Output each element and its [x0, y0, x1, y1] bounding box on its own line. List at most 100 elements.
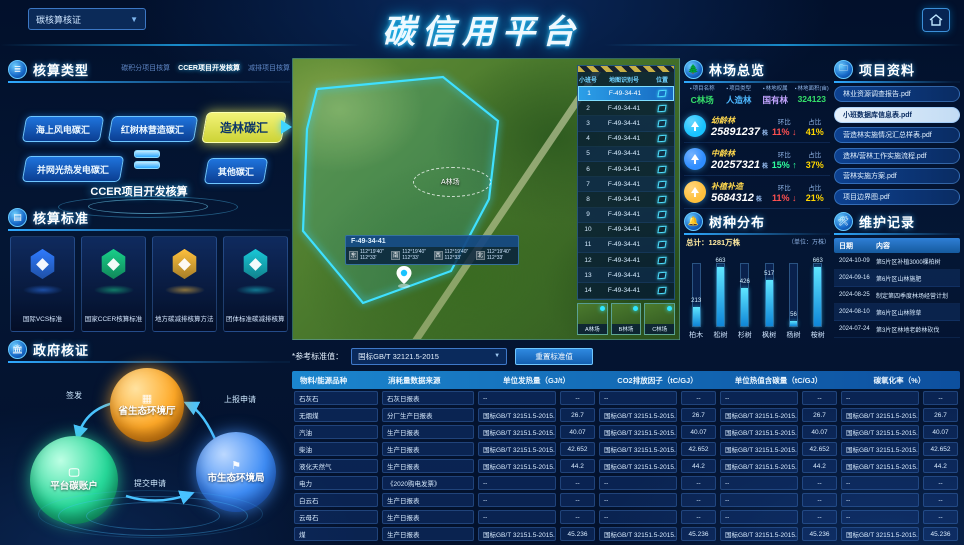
plot-row[interactable]: 14 F-49-34-41 [578, 283, 674, 299]
material-name: 石灰石 [294, 391, 378, 405]
type-button-2[interactable]: 造林碳汇 [201, 112, 287, 143]
standard-card-3[interactable]: 团体标准碳减排核算方法学 [223, 236, 288, 332]
plot-no: 12 [584, 256, 592, 264]
gov-verification-panel: 🏛 政府核证 签发 上报申请 提交申请 ▦ 省生态环境厅 🖵 平台碳账户 ⚑ 市… [8, 338, 290, 540]
standard-card-0[interactable]: 国际VCS标准 [10, 236, 75, 332]
flow-label-submit: 提交申请 [134, 479, 166, 488]
corner-coord-2: 112°33' [402, 255, 419, 262]
tab-accounting-2[interactable]: 减排项目核算 [248, 65, 290, 72]
standard-dropdown[interactable]: 国标GB/T 32151.5-2015...▼ [599, 425, 677, 439]
standard-dropdown[interactable]: 国标GB/T 32151.5-2015...▼ [478, 425, 556, 439]
emission-header-5: 碳氧化率（%） [873, 375, 926, 385]
tab-accounting-1[interactable]: CCER项目开发核算 [178, 65, 240, 72]
header-deco-line-right [604, 44, 964, 46]
tree-badge-icon [684, 181, 706, 203]
project-file-item[interactable]: 营造林实施情况汇总样表.pdf [834, 127, 960, 143]
tooltip-corner-0: 东 112°19'40" 112°33' [349, 249, 388, 262]
polygon-icon [657, 256, 667, 264]
standard-dropdown[interactable]: 国标GB/T 32151.5-2015...▼ [841, 442, 919, 456]
standard-dropdown[interactable]: 国标GB/T 32151.5-2015...▼ [720, 442, 798, 456]
plot-row[interactable]: 4 F-49-34-41 [578, 132, 674, 147]
standard-dropdown[interactable]: 国标GB/T 32151.5-2015...▼ [720, 527, 798, 541]
bar-category: 松树 [713, 332, 728, 339]
stat-value: 20257321 株 [711, 158, 768, 171]
plot-row[interactable]: 7 F-49-34-41 [578, 177, 674, 193]
card-glow [22, 285, 63, 295]
standard-dropdown[interactable]: 国标GB/T 32151.5-2015...▼ [841, 408, 919, 422]
arrow-right-icon[interactable] [281, 120, 292, 134]
table-controls: *参考标准值： 国标GB/T 32121.5-2015 ▼ 重置标准值 [292, 346, 960, 366]
maintenance-row: 2024-07-24 第3片区林地老龄林砍伐 [834, 321, 960, 338]
standard-dropdown[interactable]: 国标GB/T 32151.5-2015...▼ [720, 425, 798, 439]
standard-dropdown[interactable]: 国标GB/T 32151.5-2015...▼ [841, 527, 919, 541]
bar-column: 663 松树 [708, 250, 732, 340]
plot-row[interactable]: 13 F-49-34-41 [578, 268, 674, 284]
type-button-4[interactable]: 其他碳汇 [203, 158, 269, 184]
project-file-item[interactable]: 造林/营林工作实施流程.pdf [834, 147, 960, 164]
type-button-1[interactable]: 红树林营造碳汇 [107, 116, 199, 142]
standard-dropdown[interactable]: 国标GB/T 32151.5-2015...▼ [720, 459, 798, 473]
type-button-3[interactable]: 并网光热发电碳汇 [21, 156, 125, 182]
home-button[interactable] [922, 8, 950, 32]
plot-row[interactable]: 3 F-49-34-41 [578, 116, 674, 132]
farm-thumbnail-2[interactable]: C林场 [644, 303, 676, 335]
project-file-item[interactable]: 项目边界图.pdf [834, 188, 960, 205]
standard-card-2[interactable]: 地方碳减排核算方法学 [152, 236, 217, 332]
project-file-item[interactable]: 小班数据库信息表.pdf [834, 106, 960, 123]
standard-dropdown[interactable]: 国标GB/T 32151.5-2015...▼ [478, 459, 556, 473]
standard-dropdown[interactable]: 国标GB/T 32151.5-2015...▼ [841, 459, 919, 473]
maintenance-date: 2024-10-09 [839, 258, 870, 264]
plot-row[interactable]: 1 F-49-34-41 [578, 86, 674, 102]
standard-dropdown[interactable]: 国标GB/T 32151.5-2015...▼ [478, 442, 556, 456]
standard-dropdown-empty: -- [841, 391, 919, 405]
standard-card-1[interactable]: 国家CCER核算标准 [81, 236, 146, 332]
corner-direction: 西 [433, 250, 443, 260]
standard-dropdown[interactable]: 国标GB/T 32151.5-2015...▼ [478, 527, 556, 541]
material-name: 柴油 [294, 442, 378, 456]
standard-dropdown[interactable]: 国标GB/T 32151.5-2015...▼ [599, 459, 677, 473]
forest-overview-panel: 🌲 林场总览 项目名称 C林场项目类型人造林林地权属国有林林地面积(亩) 32412… [684, 58, 830, 210]
plot-row[interactable]: 10 F-49-34-41 [578, 223, 674, 238]
farm-thumbnail-0[interactable]: A林场 [577, 303, 608, 335]
area-dashed-ellipse [413, 167, 491, 197]
plot-row[interactable]: 9 F-49-34-41 [578, 207, 674, 223]
plot-row[interactable]: 6 F-49-34-41 [578, 162, 674, 178]
plot-code: F-49-34-41 [607, 135, 641, 143]
polygon-icon [657, 150, 667, 158]
plot-row[interactable]: 2 F-49-34-41 [578, 101, 674, 117]
tree-distribution-panel-icon: 🔔 [684, 211, 703, 231]
standard-dropdown[interactable]: 国标GB/T 32151.5-2015...▼ [720, 408, 798, 422]
farm-thumbnail-1[interactable]: B林场 [610, 303, 642, 335]
material-name: 汽油 [294, 425, 378, 439]
plot-row[interactable]: 12 F-49-34-41 [578, 253, 674, 269]
standard-dropdown[interactable]: 国标GB/T 32151.5-2015...▼ [478, 408, 556, 422]
project-file-item[interactable]: 营林实施方案.pdf [834, 168, 960, 184]
reset-standard-button[interactable]: 重置标准值 [515, 347, 594, 365]
tree-badge-icon [684, 148, 706, 170]
stat-name: 幼龄林 [711, 115, 735, 125]
plot-row[interactable]: 11 F-49-34-41 [578, 237, 674, 254]
standard-dropdown[interactable]: 国标GB/T 32151.5-2015...▼ [599, 442, 677, 456]
tab-accounting-0[interactable]: 碳积分项目核算 [121, 65, 171, 72]
project-file-item[interactable]: 林业资源调查报告.pdf [834, 86, 960, 102]
factor-value: 44.2 [681, 459, 716, 473]
standard-dropdown[interactable]: 国标GB/T 32151.5-2015...▼ [841, 425, 919, 439]
verification-mode-select[interactable]: 碳核算核证 ▼ [28, 8, 146, 30]
type-button-0[interactable]: 海上风电碳汇 [21, 116, 105, 142]
maintenance-date: 2024-07-24 [839, 326, 870, 332]
polygon-icon [657, 210, 667, 219]
standard-dropdown[interactable]: 国标GB/T 32151.5-2015...▼ [599, 527, 677, 541]
forest-map[interactable]: A林场 F-49-34-41 东 112°19'40" 112°33' 南 112°19… [292, 58, 680, 340]
plot-code: F-49-34-41 [607, 150, 641, 158]
factor-value-empty: -- [802, 476, 837, 490]
standard-dropdown-empty: -- [720, 493, 798, 507]
reference-standard-select[interactable]: 国标GB/T 32121.5-2015 ▼ [351, 347, 508, 365]
factor-value: 40.07 [802, 425, 837, 439]
plot-row[interactable]: 5 F-49-34-41 [578, 146, 674, 162]
plot-row[interactable]: 8 F-49-34-41 [578, 192, 674, 208]
standard-dropdown[interactable]: 国标GB/T 32151.5-2015...▼ [599, 408, 677, 422]
